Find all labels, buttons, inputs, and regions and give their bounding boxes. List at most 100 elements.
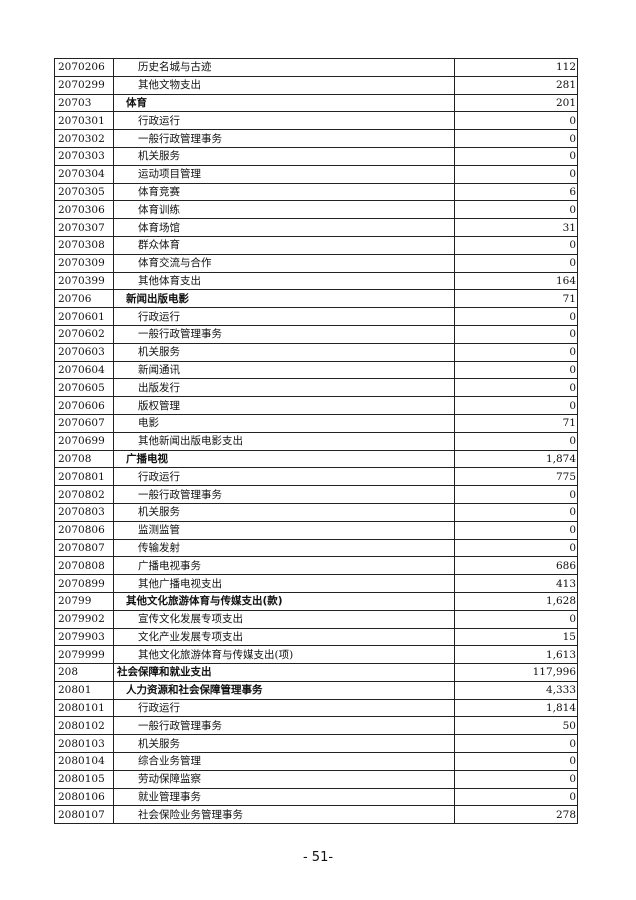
code-cell: 2070806 [54, 520, 114, 540]
table-row: 2070399 其他体育支出 164 [54, 271, 578, 291]
value-cell: 0 [454, 164, 578, 184]
page-number: - 51- [302, 850, 334, 865]
name-cell: 体育 [113, 93, 455, 113]
name-cell: 机关服务 [113, 502, 455, 522]
name-cell: 机关服务 [113, 342, 455, 362]
value-cell: 4,333 [454, 680, 578, 700]
table-row: 2070206 历史名城与古迹 112 [54, 58, 578, 77]
table-row: 2080102 一般行政管理事务 50 [54, 716, 578, 736]
name-cell: 体育训练 [113, 200, 455, 220]
table-row: 2070604 新闻通讯 0 [54, 360, 578, 380]
name-cell: 广播电视 [113, 449, 455, 469]
name-cell: 体育场馆 [113, 218, 455, 237]
table-row: 2070308 群众体育 0 [54, 235, 578, 255]
table-row: 2070801 行政运行 775 [54, 467, 578, 487]
value-cell: 31 [454, 218, 578, 237]
table-row: 2070603 机关服务 0 [54, 342, 578, 362]
name-cell: 文化产业发展专项支出 [113, 627, 455, 647]
value-cell: 117,996 [454, 663, 578, 682]
table-row: 2080105 劳动保障监察 0 [54, 769, 578, 789]
table-row: 2079903 文化产业发展专项支出 15 [54, 627, 578, 647]
code-cell: 20703 [54, 93, 114, 113]
code-cell: 2079902 [54, 609, 114, 629]
table-row: 2070807 传输发射 0 [54, 538, 578, 558]
value-cell: 0 [454, 431, 578, 451]
table-row: 2070309 体育交流与合作 0 [54, 253, 578, 273]
name-cell: 其他文化旅游体育与传媒支出(项) [113, 645, 455, 665]
code-cell: 20706 [54, 289, 114, 309]
code-cell: 2070301 [54, 111, 114, 131]
table-row: 2070302 一般行政管理事务 0 [54, 129, 578, 148]
name-cell: 机关服务 [113, 734, 455, 754]
table-row: 2079999 其他文化旅游体育与传媒支出(项) 1,613 [54, 645, 578, 665]
code-cell: 2070603 [54, 342, 114, 362]
table-row: 2070606 版权管理 0 [54, 396, 578, 415]
value-cell: 0 [454, 769, 578, 789]
code-cell: 2070807 [54, 538, 114, 558]
name-cell: 体育竞赛 [113, 182, 455, 202]
table-row: 20703 体育 201 [54, 93, 578, 113]
table-row: 2070699 其他新闻出版电影支出 0 [54, 431, 578, 451]
name-cell: 劳动保障监察 [113, 769, 455, 789]
code-cell: 2070602 [54, 324, 114, 344]
code-cell: 2080102 [54, 716, 114, 736]
code-cell: 2070605 [54, 378, 114, 398]
table-row: 2070305 体育竞赛 6 [54, 182, 578, 202]
value-cell: 0 [454, 378, 578, 398]
value-cell: 1,628 [454, 591, 578, 611]
value-cell: 201 [454, 93, 578, 113]
table-row: 2070806 监测监管 0 [54, 520, 578, 540]
code-cell: 2070399 [54, 271, 114, 291]
name-cell: 广播电视事务 [113, 556, 455, 576]
table-row: 208 社会保障和就业支出 117,996 [54, 663, 578, 682]
value-cell: 0 [454, 324, 578, 344]
name-cell: 一般行政管理事务 [113, 485, 455, 504]
value-cell: 0 [454, 360, 578, 380]
value-cell: 0 [454, 146, 578, 166]
code-cell: 2070606 [54, 396, 114, 415]
table-row: 2070601 行政运行 0 [54, 307, 578, 326]
value-cell: 0 [454, 235, 578, 255]
name-cell: 运动项目管理 [113, 164, 455, 184]
value-cell: 278 [454, 805, 578, 825]
name-cell: 机关服务 [113, 146, 455, 166]
code-cell: 2080105 [54, 769, 114, 789]
name-cell: 一般行政管理事务 [113, 324, 455, 344]
code-cell: 2080103 [54, 734, 114, 754]
code-cell: 2080104 [54, 752, 114, 771]
expenditure-table: 2070206 历史名城与古迹 112 2070299 其他文物支出 281 20703 体育… [54, 58, 578, 825]
table-row: 2070306 体育训练 0 [54, 200, 578, 220]
value-cell: 0 [454, 342, 578, 362]
name-cell: 出版发行 [113, 378, 455, 398]
table-row: 2070299 其他文物支出 281 [54, 75, 578, 95]
value-cell: 71 [454, 289, 578, 309]
name-cell: 版权管理 [113, 396, 455, 415]
name-cell: 行政运行 [113, 467, 455, 487]
code-cell: 2070302 [54, 129, 114, 148]
table-row: 2070607 电影 71 [54, 413, 578, 433]
name-cell: 行政运行 [113, 111, 455, 131]
value-cell: 281 [454, 75, 578, 95]
name-cell: 其他体育支出 [113, 271, 455, 291]
value-cell: 15 [454, 627, 578, 647]
code-cell: 2070309 [54, 253, 114, 273]
name-cell: 历史名城与古迹 [113, 58, 455, 77]
name-cell: 传输发射 [113, 538, 455, 558]
table-row: 20801 人力资源和社会保障管理事务 4,333 [54, 680, 578, 700]
table-row: 2070602 一般行政管理事务 0 [54, 324, 578, 344]
value-cell: 0 [454, 307, 578, 326]
code-cell: 2079999 [54, 645, 114, 665]
code-cell: 2070303 [54, 146, 114, 166]
name-cell: 综合业务管理 [113, 752, 455, 771]
value-cell: 1,874 [454, 449, 578, 469]
value-cell: 0 [454, 520, 578, 540]
code-cell: 2070803 [54, 502, 114, 522]
value-cell: 50 [454, 716, 578, 736]
code-cell: 2070308 [54, 235, 114, 255]
name-cell: 其他文化旅游体育与传媒支出(款) [113, 591, 455, 611]
code-cell: 20801 [54, 680, 114, 700]
code-cell: 2070604 [54, 360, 114, 380]
value-cell: 0 [454, 200, 578, 220]
code-cell: 2070802 [54, 485, 114, 504]
table-row: 2070303 机关服务 0 [54, 146, 578, 166]
